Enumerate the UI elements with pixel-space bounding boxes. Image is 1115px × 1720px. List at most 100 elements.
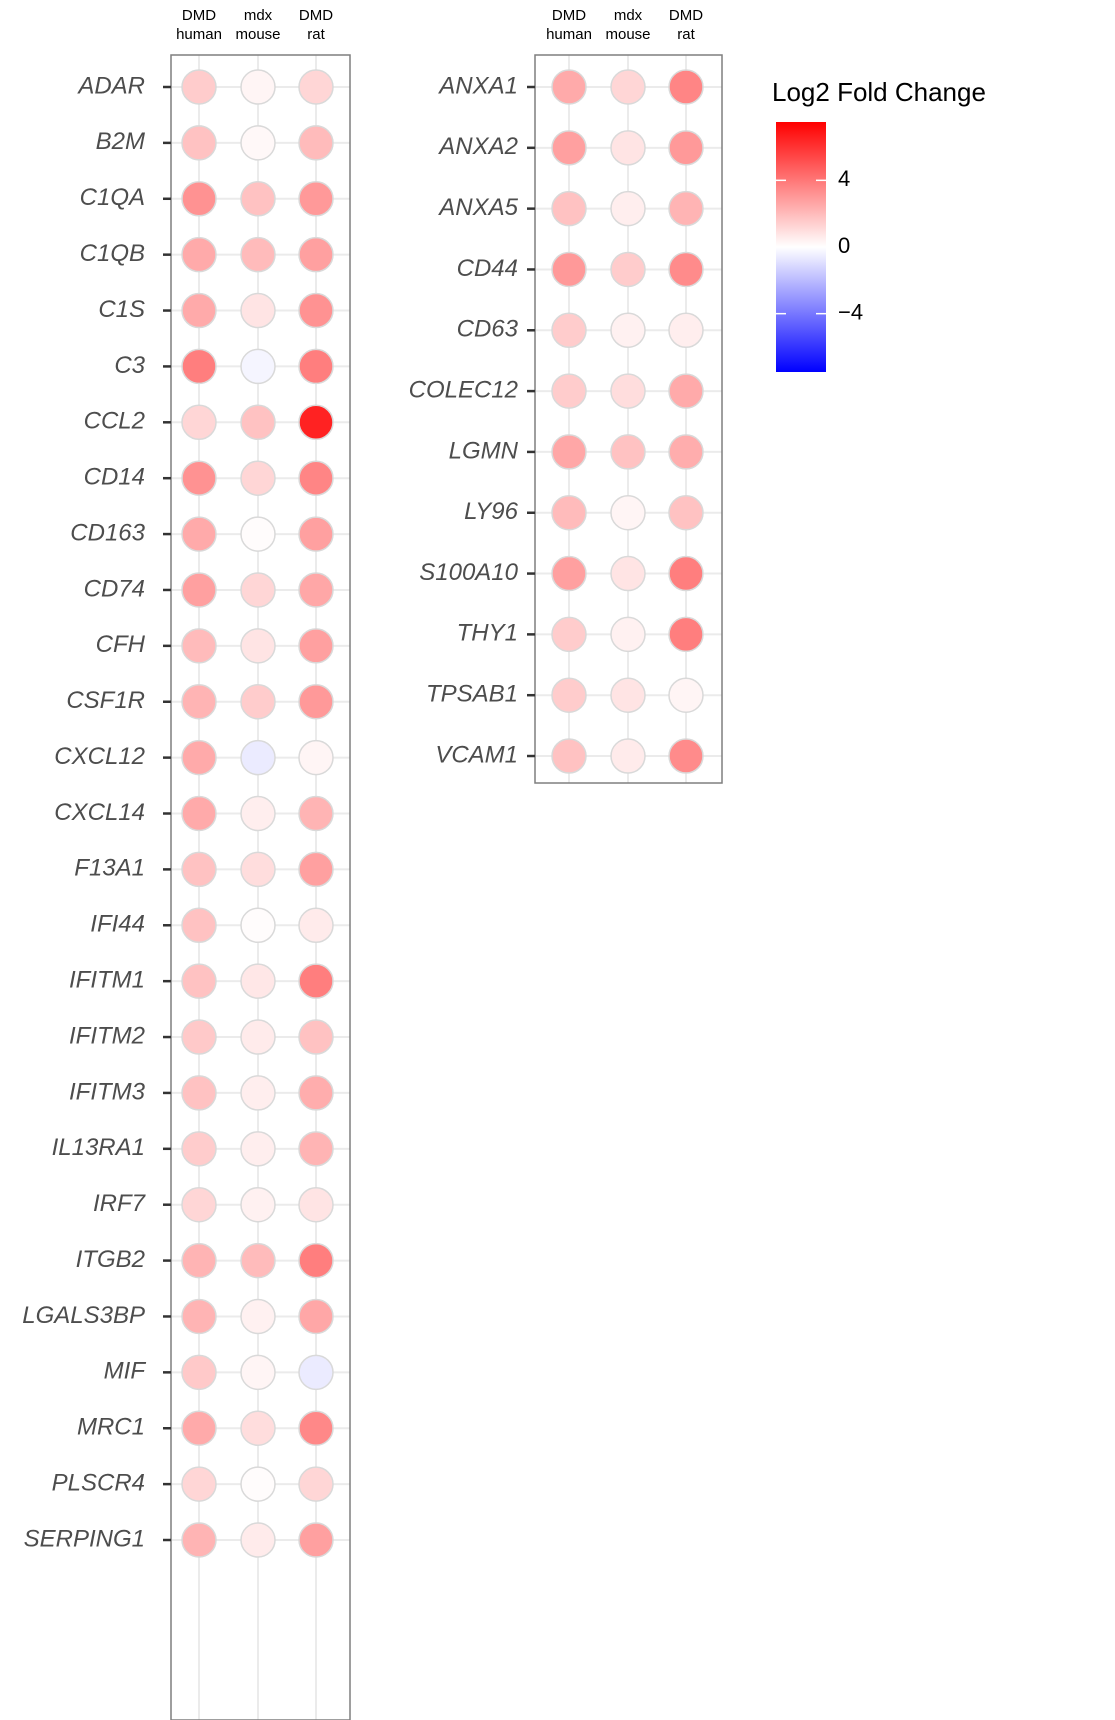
gene-label: CXCL12 — [54, 743, 145, 770]
dot — [551, 312, 587, 349]
dot — [298, 404, 334, 441]
dot — [181, 460, 217, 496]
dot — [298, 795, 334, 832]
dot — [298, 1131, 334, 1167]
dot — [298, 1410, 334, 1446]
dot — [298, 1466, 334, 1502]
dot — [668, 373, 704, 409]
panel-border — [170, 54, 351, 1720]
gene-label: ANXA2 — [437, 133, 518, 160]
dot — [181, 907, 217, 944]
dot — [668, 69, 704, 105]
dot — [298, 292, 334, 329]
gene-label: LGALS3BP — [22, 1302, 145, 1329]
gene-label: C1QB — [80, 240, 145, 267]
dot — [610, 738, 646, 774]
gene-label: MIF — [104, 1358, 147, 1385]
column-label: DMD — [669, 7, 703, 24]
gene-label: B2M — [96, 128, 145, 155]
gene-label: IFITM3 — [69, 1078, 146, 1105]
gene-label: C3 — [114, 352, 145, 379]
gene-label: CD163 — [70, 519, 145, 546]
dot — [298, 348, 334, 385]
dot — [610, 677, 646, 713]
gene-label: CCL2 — [84, 408, 145, 435]
dot — [181, 1186, 217, 1223]
dot — [551, 677, 587, 713]
column-label: human — [176, 26, 222, 43]
gene-label: IFITM1 — [69, 967, 145, 994]
gene-label: ANXA5 — [437, 194, 518, 221]
column-label: mdx — [614, 7, 643, 24]
dot — [240, 1298, 276, 1335]
legend-title: Log2 Fold Change — [772, 77, 986, 107]
gene-label: ITGB2 — [76, 1246, 145, 1273]
dot — [240, 1186, 276, 1223]
dot — [610, 312, 646, 349]
gene-label: F13A1 — [74, 855, 145, 882]
column-label: mouse — [605, 26, 650, 43]
dot — [240, 628, 276, 664]
dot — [240, 1522, 276, 1558]
gene-label: TPSAB1 — [426, 681, 518, 708]
dot — [240, 125, 276, 161]
dot — [551, 616, 587, 653]
dot — [240, 907, 276, 944]
dot — [240, 181, 276, 217]
dot — [298, 683, 334, 720]
dot — [298, 181, 334, 217]
dot — [298, 851, 334, 888]
gene-label: LGMN — [449, 437, 519, 464]
dot — [181, 628, 217, 664]
dot — [181, 1131, 217, 1167]
dot — [240, 69, 276, 105]
dot — [181, 236, 217, 273]
dot — [668, 130, 704, 166]
dot — [551, 251, 587, 288]
gene-label: LY96 — [464, 498, 519, 525]
dot — [668, 738, 704, 774]
colorbar-label: 0 — [838, 233, 850, 258]
dot — [181, 348, 217, 385]
dot — [181, 1075, 217, 1111]
dot — [610, 69, 646, 105]
column-label: mdx — [244, 7, 273, 24]
dot — [298, 1075, 334, 1111]
gene-label: CD44 — [457, 255, 518, 282]
column-label: mouse — [235, 26, 280, 43]
dot — [551, 373, 587, 409]
gene-label: CD63 — [457, 316, 519, 343]
dot — [298, 460, 334, 496]
dot — [181, 181, 217, 217]
dot — [240, 1466, 276, 1502]
dot — [181, 572, 217, 608]
dot — [298, 907, 334, 944]
dot — [551, 434, 587, 470]
dot — [240, 236, 276, 273]
dot — [668, 190, 704, 227]
gene-label: ANXA1 — [437, 72, 518, 99]
dot — [240, 1075, 276, 1111]
dot — [240, 404, 276, 441]
dot — [181, 1298, 217, 1335]
dot — [298, 739, 334, 776]
dot — [668, 312, 704, 349]
dot — [551, 130, 587, 166]
gene-label: CSF1R — [66, 687, 145, 714]
gene-label: IFITM2 — [69, 1022, 145, 1049]
dot — [181, 851, 217, 888]
dot — [181, 683, 217, 720]
dot — [668, 251, 704, 288]
dot — [298, 1522, 334, 1558]
gene-label: CFH — [96, 631, 146, 658]
dot — [181, 795, 217, 832]
gene-label: IFI44 — [90, 911, 145, 938]
column-label: rat — [677, 26, 695, 43]
dot — [610, 373, 646, 409]
dot — [240, 851, 276, 888]
gene-label: PLSCR4 — [52, 1469, 145, 1496]
dot — [610, 494, 646, 531]
dot — [551, 494, 587, 531]
gene-label: COLEC12 — [409, 376, 518, 403]
